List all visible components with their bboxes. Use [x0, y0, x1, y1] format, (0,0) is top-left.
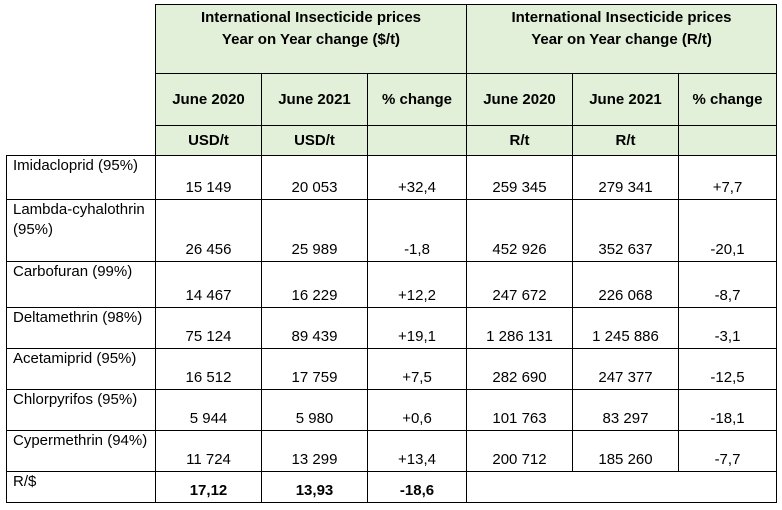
col-header-usd-change: % change	[367, 73, 467, 126]
unit-zar-2021: R/t	[572, 125, 679, 156]
table-row: Chlorpyrifos (95%) 5 944 5 980 +0,6 101 …	[6, 389, 777, 431]
usd-2020-value: 16 512	[155, 348, 262, 390]
zar-change-value: -7,7	[678, 430, 777, 472]
exchange-rate-change: -18,6	[367, 471, 467, 503]
group-header-row: International Insecticide prices Year on…	[6, 4, 777, 156]
table-row: Deltamethrin (98%) 75 124 89 439 +19,1 1…	[6, 307, 777, 349]
zar-change-value: -12,5	[678, 348, 777, 390]
zar-2021-value: 185 260	[572, 430, 679, 472]
usd-change-value: +13,4	[367, 430, 467, 472]
usd-2021-value: 25 989	[261, 199, 368, 262]
product-name: Imidacloprid (95%)	[6, 155, 156, 200]
usd-2020-value: 5 944	[155, 389, 262, 431]
table-row: Acetamiprid (95%) 16 512 17 759 +7,5 282…	[6, 348, 777, 390]
zar-group-header: International Insecticide prices Year on…	[466, 4, 777, 74]
exchange-rate-row: R/$ 17,12 13,93 -18,6	[6, 471, 777, 503]
usd-change-value: +0,6	[367, 389, 467, 431]
exchange-rate-2020: 17,12	[155, 471, 262, 503]
usd-2021-value: 89 439	[261, 307, 368, 349]
unit-usd-change	[367, 125, 467, 156]
zar-2020-value: 259 345	[466, 155, 573, 200]
zar-2021-value: 1 245 886	[572, 307, 679, 349]
col-header-zar-2021: June 2021	[572, 73, 679, 126]
unit-row: USD/t USD/t R/t R/t	[7, 125, 777, 156]
zar-2020-value: 282 690	[466, 348, 573, 390]
zar-2020-value: 101 763	[466, 389, 573, 431]
table-row: Carbofuran (99%) 14 467 16 229 +12,2 247…	[6, 261, 777, 308]
col-header-usd-2020: June 2020	[155, 73, 262, 126]
zar-2020-value: 200 712	[466, 430, 573, 472]
corner-cell	[6, 4, 156, 156]
zar-2021-value: 279 341	[572, 155, 679, 200]
exchange-rate-2021: 13,93	[261, 471, 368, 503]
zar-change-value: -20,1	[678, 199, 777, 262]
product-name: Chlorpyrifos (95%)	[6, 389, 156, 431]
zar-change-value: -8,7	[678, 261, 777, 308]
usd-group-subtitle: Year on Year change ($/t)	[221, 31, 401, 48]
usd-2021-value: 13 299	[261, 430, 368, 472]
usd-2021-value: 17 759	[261, 348, 368, 390]
insecticide-prices-table: International Insecticide prices Year on…	[6, 4, 777, 503]
zar-2021-value: 247 377	[572, 348, 679, 390]
usd-2020-value: 15 149	[155, 155, 262, 200]
usd-change-value: +19,1	[367, 307, 467, 349]
zar-2020-value: 247 672	[466, 261, 573, 308]
product-name: Acetamiprid (95%)	[6, 348, 156, 390]
col-header-zar-change: % change	[678, 73, 777, 126]
usd-2021-value: 5 980	[261, 389, 368, 431]
col-header-zar-2020: June 2020	[466, 73, 573, 126]
zar-change-value: +7,7	[678, 155, 777, 200]
usd-2020-value: 26 456	[155, 199, 262, 262]
unit-usd-2021: USD/t	[261, 125, 368, 156]
unit-usd-2020: USD/t	[155, 125, 262, 156]
product-name: Carbofuran (99%)	[6, 261, 156, 308]
zar-2021-value: 83 297	[572, 389, 679, 431]
exchange-rate-blank	[466, 471, 777, 503]
usd-2021-value: 16 229	[261, 261, 368, 308]
usd-group-header: International Insecticide prices Year on…	[155, 4, 467, 74]
zar-group-subtitle: Year on Year change (R/t)	[531, 31, 712, 48]
usd-change-value: +12,2	[367, 261, 467, 308]
usd-group-title: International Insecticide prices	[200, 9, 422, 26]
product-name: Cypermethrin (94%)	[6, 430, 156, 472]
table-row: Imidacloprid (95%) 15 149 20 053 +32,4 2…	[6, 155, 777, 200]
usd-2020-value: 14 467	[155, 261, 262, 308]
usd-2020-value: 75 124	[155, 307, 262, 349]
usd-2021-value: 20 053	[261, 155, 368, 200]
usd-change-value: -1,8	[367, 199, 467, 262]
zar-2021-value: 226 068	[572, 261, 679, 308]
exchange-rate-label: R/$	[6, 471, 156, 503]
table-row: Lambda-cyhalothrin (95%) 26 456 25 989 -…	[6, 199, 777, 262]
usd-2020-value: 11 724	[155, 430, 262, 472]
zar-2020-value: 1 286 131	[466, 307, 573, 349]
usd-change-value: +32,4	[367, 155, 467, 200]
product-name: Deltamethrin (98%)	[6, 307, 156, 349]
unit-zar-change	[678, 125, 777, 156]
table-row: Cypermethrin (94%) 11 724 13 299 +13,4 2…	[6, 430, 777, 472]
zar-change-value: -18,1	[678, 389, 777, 431]
col-header-usd-2021: June 2021	[261, 73, 368, 126]
product-name: Lambda-cyhalothrin (95%)	[6, 199, 156, 262]
zar-2020-value: 452 926	[466, 199, 573, 262]
zar-2021-value: 352 637	[572, 199, 679, 262]
usd-change-value: +7,5	[367, 348, 467, 390]
column-header-row: June 2020 June 2021 % change June 2020 J…	[7, 73, 777, 126]
unit-zar-2020: R/t	[466, 125, 573, 156]
zar-group-title: International Insecticide prices	[511, 9, 732, 26]
zar-change-value: -3,1	[678, 307, 777, 349]
